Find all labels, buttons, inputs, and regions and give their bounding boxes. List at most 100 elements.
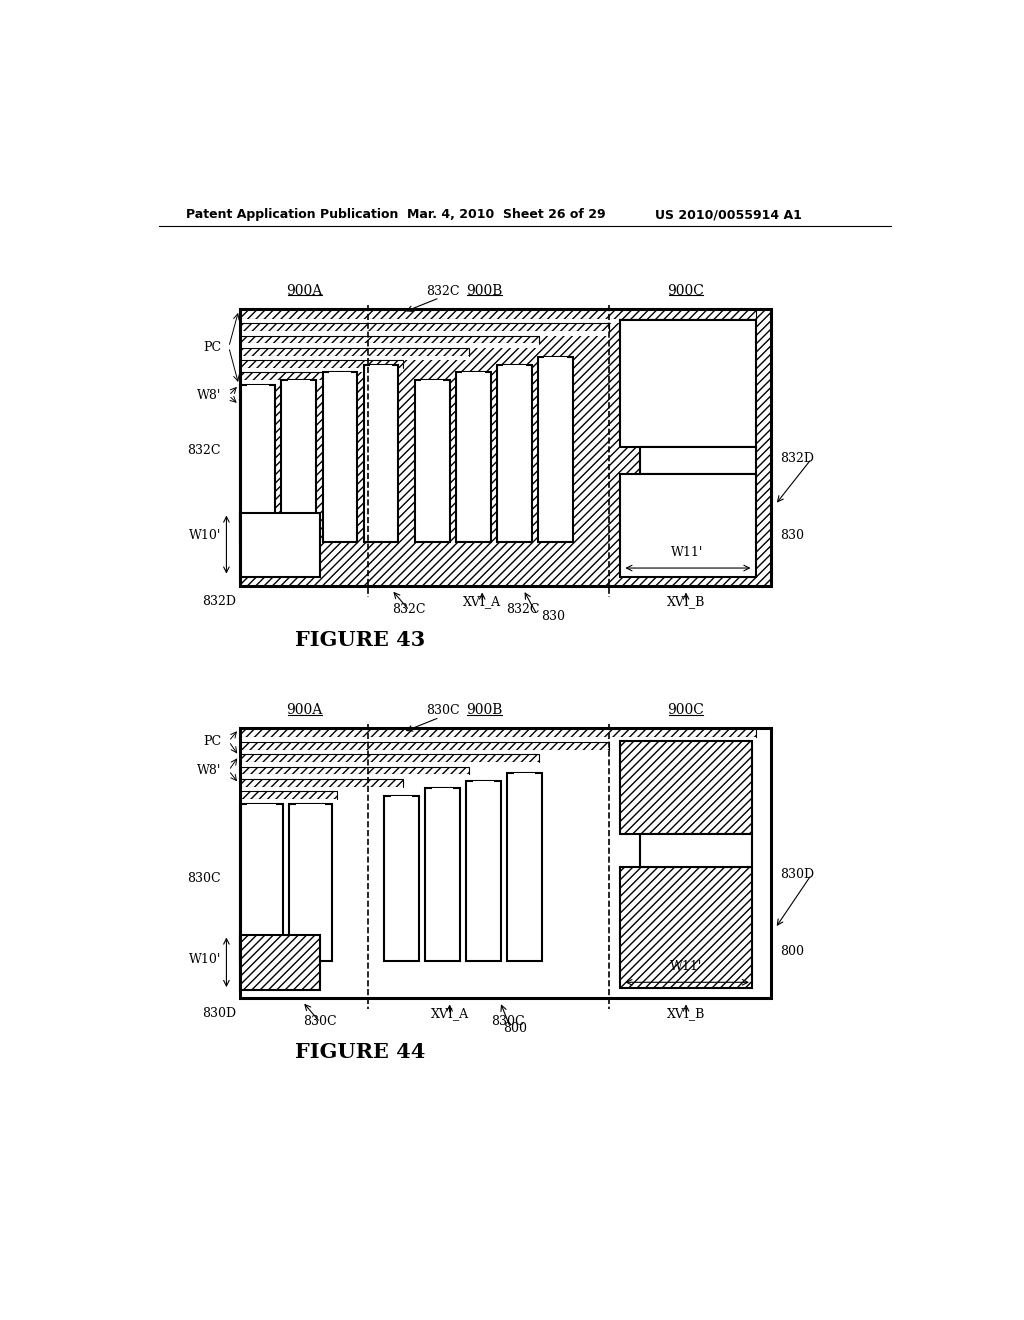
- Bar: [248, 804, 276, 954]
- Text: XVI_B: XVI_B: [667, 1007, 706, 1020]
- Text: XVI_B: XVI_B: [667, 595, 706, 609]
- Bar: [241, 368, 403, 372]
- Text: 900C: 900C: [668, 284, 705, 298]
- Bar: [241, 742, 608, 750]
- Bar: [640, 447, 756, 474]
- Bar: [241, 755, 539, 762]
- Text: PC: PC: [203, 735, 221, 748]
- Text: 900B: 900B: [466, 284, 503, 298]
- Text: 830C: 830C: [303, 1015, 337, 1028]
- Bar: [241, 738, 756, 742]
- Bar: [621, 741, 752, 834]
- Bar: [247, 385, 269, 536]
- Bar: [241, 372, 337, 380]
- Bar: [456, 372, 490, 543]
- Bar: [241, 309, 771, 586]
- Bar: [391, 796, 412, 954]
- Text: W8': W8': [197, 389, 221, 403]
- Text: 830D: 830D: [780, 869, 815, 880]
- Text: W10': W10': [188, 529, 221, 543]
- Bar: [241, 775, 469, 779]
- Bar: [241, 360, 403, 368]
- Bar: [507, 774, 542, 961]
- Bar: [241, 750, 608, 755]
- Bar: [241, 729, 771, 998]
- Bar: [241, 355, 469, 360]
- Bar: [241, 787, 403, 792]
- Bar: [323, 372, 357, 543]
- Bar: [329, 372, 351, 536]
- Text: 832D: 832D: [780, 453, 814, 465]
- Bar: [289, 804, 332, 961]
- Text: Patent Application Publication: Patent Application Publication: [186, 209, 398, 222]
- Text: 900A: 900A: [287, 704, 323, 718]
- Bar: [425, 788, 460, 961]
- Bar: [241, 380, 337, 385]
- Bar: [241, 512, 321, 577]
- Text: 832C: 832C: [426, 285, 460, 298]
- Bar: [503, 364, 525, 536]
- Text: 900C: 900C: [668, 704, 705, 718]
- Bar: [241, 935, 321, 990]
- Bar: [241, 792, 337, 799]
- Text: 800: 800: [504, 1022, 527, 1035]
- Bar: [241, 385, 275, 543]
- Bar: [296, 804, 325, 954]
- Text: FIGURE 44: FIGURE 44: [295, 1043, 425, 1063]
- Text: 832C: 832C: [392, 603, 426, 615]
- Bar: [621, 474, 756, 577]
- Bar: [421, 380, 443, 536]
- Text: 830C: 830C: [426, 705, 460, 718]
- Bar: [241, 323, 608, 331]
- Bar: [415, 380, 450, 543]
- Bar: [538, 358, 572, 543]
- Text: XVI_A: XVI_A: [430, 1007, 469, 1020]
- Bar: [364, 364, 398, 543]
- Bar: [241, 331, 608, 335]
- Bar: [288, 380, 310, 536]
- Bar: [241, 335, 539, 343]
- Bar: [241, 767, 469, 775]
- Bar: [241, 799, 337, 804]
- Bar: [473, 780, 494, 954]
- Bar: [241, 318, 756, 323]
- Text: 900B: 900B: [466, 704, 503, 718]
- Bar: [241, 729, 756, 738]
- Bar: [384, 796, 419, 961]
- Text: W11': W11': [672, 545, 703, 558]
- Bar: [466, 780, 501, 961]
- Bar: [544, 358, 566, 536]
- Bar: [370, 364, 392, 536]
- Text: XVI_A: XVI_A: [463, 595, 501, 609]
- Bar: [241, 309, 771, 586]
- Bar: [241, 729, 771, 998]
- Bar: [514, 774, 535, 954]
- Bar: [241, 343, 539, 348]
- Bar: [282, 380, 316, 543]
- Bar: [241, 779, 403, 787]
- Text: FIGURE 43: FIGURE 43: [295, 631, 425, 651]
- Text: 832D: 832D: [203, 595, 237, 609]
- Bar: [241, 348, 469, 355]
- Text: W10': W10': [188, 953, 221, 966]
- Text: US 2010/0055914 A1: US 2010/0055914 A1: [655, 209, 802, 222]
- Text: 830C: 830C: [187, 871, 221, 884]
- Text: 900A: 900A: [287, 284, 323, 298]
- Bar: [241, 762, 539, 767]
- Text: W8': W8': [197, 764, 221, 777]
- Text: PC: PC: [203, 341, 221, 354]
- Bar: [621, 321, 756, 447]
- Bar: [621, 867, 752, 989]
- Bar: [241, 804, 283, 961]
- Text: 832C: 832C: [187, 445, 221, 458]
- Bar: [432, 788, 453, 954]
- Text: W11': W11': [670, 960, 702, 973]
- Text: 800: 800: [780, 945, 805, 958]
- Bar: [241, 309, 756, 318]
- Text: Mar. 4, 2010  Sheet 26 of 29: Mar. 4, 2010 Sheet 26 of 29: [407, 209, 605, 222]
- Text: 832C: 832C: [507, 603, 540, 615]
- Text: 830: 830: [780, 529, 805, 543]
- Bar: [462, 372, 484, 536]
- Text: 830: 830: [541, 610, 564, 623]
- Text: 830C: 830C: [490, 1015, 524, 1028]
